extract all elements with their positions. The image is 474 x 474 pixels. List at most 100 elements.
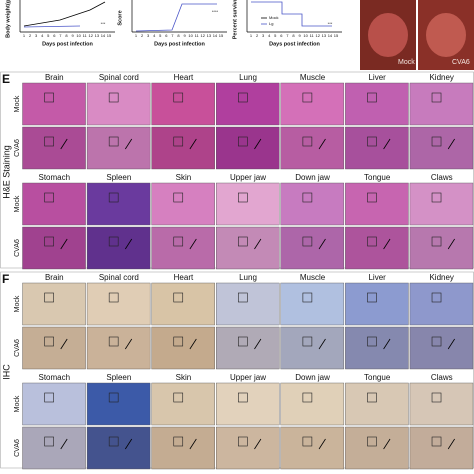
arrow [383, 438, 391, 450]
micrograph [151, 182, 215, 226]
tissue-label: Skin [176, 373, 192, 382]
micrograph [345, 426, 409, 470]
inset-box [44, 192, 54, 203]
micrograph-shade [409, 227, 473, 269]
x-tick-label: 3 [147, 33, 150, 38]
x-tick-label: 7 [286, 33, 289, 38]
arrow [318, 238, 326, 250]
inset-box [431, 392, 442, 403]
arrow [124, 438, 133, 450]
micrograph-shade [151, 227, 215, 269]
tissue-label: Skin [176, 173, 192, 182]
x-tick-label: 4 [153, 33, 156, 38]
micrograph [86, 82, 151, 126]
micrograph [22, 382, 86, 426]
micrograph [280, 126, 345, 170]
inset-box [238, 236, 248, 247]
inset-box [367, 192, 377, 203]
inset-box [302, 136, 313, 147]
micrograph [86, 282, 151, 326]
trace [251, 1, 332, 27]
inset-box [44, 92, 54, 103]
micrograph-shade [151, 427, 215, 469]
inset-box [173, 92, 184, 103]
micrograph [280, 282, 345, 326]
micrograph [151, 382, 215, 426]
photo-organ [426, 13, 466, 57]
x-tick-label: 5 [47, 33, 50, 38]
inset-box [173, 336, 184, 347]
tissue-label: Claws [431, 373, 453, 382]
arrow [189, 338, 197, 350]
inset-box [173, 436, 184, 447]
group-label: CVA6 [14, 139, 21, 157]
arrow [383, 138, 391, 150]
micrograph-shade [216, 427, 280, 469]
inset-box [431, 292, 442, 303]
arrow [60, 338, 68, 350]
micrograph [409, 282, 474, 326]
arrow [447, 338, 455, 350]
micrograph [409, 182, 474, 226]
inset-box [431, 236, 442, 247]
arrow [124, 238, 133, 250]
inset-box [238, 136, 248, 147]
x-tick-label: 10 [76, 33, 81, 38]
inset-box [238, 392, 248, 403]
micrograph [345, 82, 409, 126]
micrograph-shade [87, 327, 151, 369]
x-tick-label: 15 [107, 33, 112, 38]
inset-box [431, 336, 442, 347]
x-tick-label: 12 [201, 33, 206, 38]
inset-box [367, 136, 377, 147]
micrograph [216, 226, 280, 270]
tissue-label: Tongue [364, 173, 391, 182]
inset-box [44, 436, 54, 447]
arrow [254, 438, 262, 450]
inset-box [302, 236, 313, 247]
micrograph [280, 326, 345, 370]
significance: *** [101, 21, 106, 26]
inset-box [108, 436, 119, 447]
x-tick-label: 3 [262, 33, 265, 38]
micrograph [280, 426, 345, 470]
micrograph [216, 426, 280, 470]
micrograph [216, 326, 280, 370]
x-tick-label: 6 [165, 33, 168, 38]
x-tick-label: 1 [23, 33, 26, 38]
micrograph [409, 426, 474, 470]
micrograph [216, 182, 280, 226]
x-tick-label: 2 [29, 33, 32, 38]
tissue-label: Tongue [364, 373, 391, 382]
x-tick-label: 11 [310, 33, 315, 38]
y-axis-label: Percent survival [232, 0, 238, 39]
x-tick-label: 10 [303, 33, 308, 38]
x-tick-label: 14 [213, 33, 218, 38]
micrograph [22, 182, 86, 226]
micrograph-shade [87, 127, 151, 169]
group-label: Mock [14, 195, 21, 212]
significance: *** [328, 21, 333, 26]
arrow [60, 438, 68, 450]
micrograph [86, 226, 151, 270]
arrow [189, 238, 197, 250]
x-tick-label: 7 [59, 33, 62, 38]
micrograph [345, 126, 409, 170]
x-tick-label: 10 [188, 33, 193, 38]
tissue-label: Down jaw [295, 373, 330, 382]
micrograph [151, 126, 215, 170]
x-tick-label: 13 [95, 33, 100, 38]
inset-box [108, 192, 119, 203]
arrow [254, 238, 262, 250]
tissue-label: Liver [368, 73, 386, 82]
micrograph-shade [87, 427, 151, 469]
micrograph [345, 326, 409, 370]
inset-box [173, 392, 184, 403]
group-label: Mock [14, 395, 21, 412]
inset-box [431, 92, 442, 103]
inset-box [108, 236, 119, 247]
arrow [189, 438, 197, 450]
micrograph-shade [216, 127, 280, 169]
tissue-label: Upper jaw [230, 373, 266, 382]
x-tick-label: 8 [65, 33, 68, 38]
